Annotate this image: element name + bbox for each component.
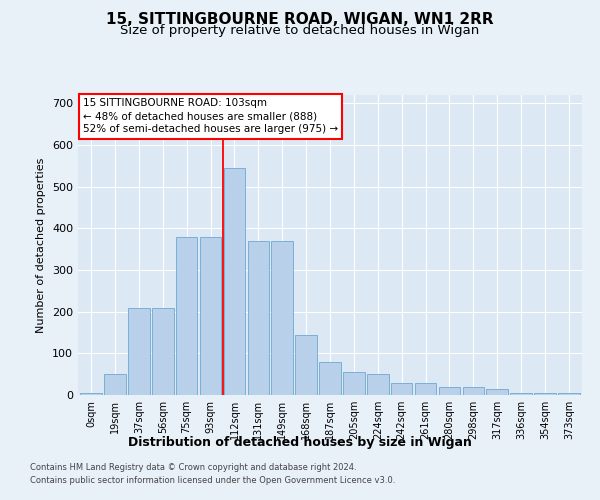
Bar — [271, 241, 293, 395]
Text: Distribution of detached houses by size in Wigan: Distribution of detached houses by size … — [128, 436, 472, 449]
Bar — [104, 374, 126, 395]
Bar — [558, 393, 580, 395]
Bar — [319, 362, 341, 395]
Bar — [128, 308, 149, 395]
Bar — [439, 386, 460, 395]
Bar — [391, 382, 412, 395]
Text: Size of property relative to detached houses in Wigan: Size of property relative to detached ho… — [121, 24, 479, 37]
Bar — [295, 334, 317, 395]
Text: 15, SITTINGBOURNE ROAD, WIGAN, WN1 2RR: 15, SITTINGBOURNE ROAD, WIGAN, WN1 2RR — [106, 12, 494, 28]
Bar — [367, 374, 389, 395]
Text: 15 SITTINGBOURNE ROAD: 103sqm
← 48% of detached houses are smaller (888)
52% of : 15 SITTINGBOURNE ROAD: 103sqm ← 48% of d… — [83, 98, 338, 134]
Bar — [80, 393, 102, 395]
Bar — [487, 389, 508, 395]
Bar — [152, 308, 173, 395]
Bar — [248, 241, 269, 395]
Text: Contains public sector information licensed under the Open Government Licence v3: Contains public sector information licen… — [30, 476, 395, 485]
Text: Contains HM Land Registry data © Crown copyright and database right 2024.: Contains HM Land Registry data © Crown c… — [30, 464, 356, 472]
Bar — [200, 236, 221, 395]
Bar — [343, 372, 365, 395]
Bar — [534, 393, 556, 395]
Y-axis label: Number of detached properties: Number of detached properties — [37, 158, 46, 332]
Bar — [511, 393, 532, 395]
Bar — [415, 382, 436, 395]
Bar — [224, 168, 245, 395]
Bar — [176, 236, 197, 395]
Bar — [463, 386, 484, 395]
